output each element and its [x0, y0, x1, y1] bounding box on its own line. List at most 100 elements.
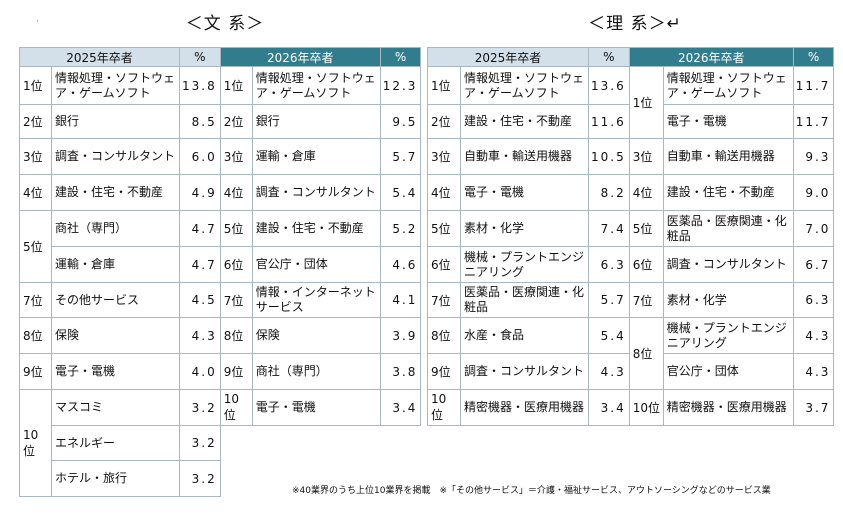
pct-cell: 5.4	[379, 174, 422, 211]
pct-cell: 4.7	[179, 246, 221, 283]
industry-cell: 建設・住宅・不動産	[251, 210, 381, 247]
industry-cell: マスコミ	[51, 389, 180, 426]
table-row: 1位 情報処理・ソフトウェア・ゲームソフト 13.6 1位 情報処理・ソフトウェ…	[427, 66, 835, 139]
header-2026: 2026年卒者	[219, 47, 381, 67]
industry-cell: 水産・食品	[460, 317, 589, 354]
table-row: 8位 水産・食品 5.4 8位 機械・プラントエンジニアリング 4.3	[427, 317, 835, 390]
pct-cell: 3.4	[588, 389, 630, 426]
pct-cell: 3.2	[179, 460, 221, 497]
table-row: 9位 電子・電機 4.0 9位 商社（専門） 3.8	[19, 353, 422, 390]
rank-cell: 5位	[19, 210, 52, 283]
table-row: 10位 精密機器・医療用機器 3.4 10位 精密機器・医療用機器 3.7	[427, 389, 835, 426]
rank-cell: 9位	[19, 353, 52, 390]
table-row: 4位 建設・住宅・不動産 4.9 4位 調査・コンサルタント 5.4	[19, 174, 422, 211]
table-row: エネルギー 3.2	[20, 425, 421, 461]
pct-cell: 7.4	[588, 210, 630, 247]
industry-cell: 精密機器・医療用機器	[460, 389, 589, 426]
industry-cell: 医薬品・医療関連・化粧品	[460, 282, 589, 318]
industry-cell: 情報処理・ソフトウェア・ゲームソフト	[51, 66, 180, 105]
industry-cell: 運輸・倉庫	[51, 246, 180, 283]
industry-cell: 自動車・輸送用機器	[662, 138, 794, 175]
rank-cell: 3位	[219, 138, 253, 175]
industry-cell: 商社（専門）	[251, 353, 381, 390]
empty-area	[220, 460, 421, 497]
industry-cell: 官公庁・団体	[662, 353, 794, 390]
rank-cell: 10位	[427, 389, 461, 426]
industry-cell: 素材・化学	[460, 210, 589, 247]
rank-cell: 8位	[219, 317, 253, 354]
rank-cell: 7位	[427, 282, 461, 318]
table-row: 5位 素材・化学 7.4 5位 医薬品・医療関連・化粧品 7.0	[427, 210, 835, 247]
rank-cell: 4位	[219, 174, 253, 211]
table-row: 5位 商社（専門） 4.7 5位 建設・住宅・不動産 5.2	[19, 210, 422, 283]
industry-cell: 情報処理・ソフトウェア・ゲームソフト	[662, 66, 794, 105]
pct-cell: 4.6	[379, 246, 422, 283]
rank-cell: 2位	[19, 104, 52, 139]
table-row: 2位 建設・住宅・不動産 11.6 電子・電機 11.7	[427, 104, 835, 139]
pct-cell: 13.6	[588, 66, 630, 105]
pct-cell: 4.3	[792, 317, 835, 354]
pct-cell: 3.4	[379, 389, 422, 426]
header-2025: 2025年卒者	[19, 47, 180, 67]
industry-cell: 建設・住宅・不動産	[662, 174, 794, 211]
industry-cell: 銀行	[251, 104, 381, 139]
industry-cell: 自動車・輸送用機器	[460, 138, 589, 175]
table-row: 6位 機械・プラントエンジニアリング 6.3 6位 調査・コンサルタント 6.7	[427, 246, 835, 283]
pct-cell: 5.2	[379, 210, 422, 247]
pct-cell: 4.5	[179, 282, 221, 318]
pct-cell: 12.3	[379, 66, 422, 105]
pct-cell: 6.7	[792, 246, 835, 283]
bunkei-ranking-table: 2025年卒者 % 2026年卒者 % 1位 情報処理・ソフトウェア・ゲームソフ…	[19, 47, 422, 497]
industry-cell: 電子・電機	[662, 104, 794, 139]
industry-cell: 機械・プラントエンジニアリング	[662, 317, 794, 354]
rikei-title: ＜理 系＞↵	[588, 14, 682, 34]
rank-cell: 9位	[219, 353, 253, 390]
rank-cell: 2位	[219, 104, 253, 139]
industry-cell: 精密機器・医療用機器	[662, 389, 794, 426]
pct-cell: 3.7	[792, 389, 835, 426]
table-row: 3位 調査・コンサルタント 6.0 3位 運輸・倉庫 5.7	[19, 138, 422, 175]
industry-cell: 官公庁・団体	[251, 246, 381, 283]
table-row: 10位 マスコミ 3.2 10位 電子・電機 3.4	[19, 389, 422, 497]
table-row: 1位 情報処理・ソフトウェア・ゲームソフト 13.8 1位 情報処理・ソフトウェ…	[19, 66, 422, 105]
rank-cell: 5位	[219, 210, 253, 247]
pct-cell: 4.0	[179, 353, 221, 390]
industry-cell: その他サービス	[51, 282, 180, 318]
pct-cell: 4.3	[792, 353, 835, 390]
pct-cell: 3.9	[379, 317, 422, 354]
industry-cell: 調査・コンサルタント	[460, 353, 589, 390]
header-pct: %	[179, 47, 221, 67]
rank-cell: 8位	[19, 317, 52, 354]
pct-cell: 9.3	[792, 138, 835, 175]
pct-cell: 13.8	[179, 66, 221, 105]
rank-cell: 3位	[19, 138, 52, 175]
rank-cell: 8位	[628, 317, 664, 390]
header-pct: %	[588, 47, 630, 67]
pct-cell: 11.7	[792, 104, 835, 139]
industry-cell: 保険	[51, 317, 180, 354]
rank-cell: 1位	[628, 66, 664, 139]
industry-cell: 機械・プラントエンジニアリング	[460, 246, 589, 283]
pct-cell: 4.9	[179, 174, 221, 211]
industry-cell: 運輸・倉庫	[251, 138, 381, 175]
rank-cell: 9位	[427, 353, 461, 390]
rank-cell: 10位	[628, 389, 664, 426]
table-row: 4位 電子・電機 8.2 4位 建設・住宅・不動産 9.0	[427, 174, 835, 211]
industry-cell: 情報処理・ソフトウェア・ゲームソフト	[460, 66, 589, 105]
pct-cell: 11.6	[588, 104, 630, 139]
table-row: 運輸・倉庫 4.7 6位 官公庁・団体 4.6	[20, 246, 422, 283]
table-row: ホテル・旅行 3.2	[20, 460, 421, 497]
pct-cell: 6.3	[588, 246, 630, 283]
rank-cell: 10位	[219, 389, 253, 426]
rank-cell: 6位	[219, 246, 253, 283]
pct-cell: 4.7	[179, 210, 221, 247]
rank-cell: 1位	[219, 66, 253, 105]
industry-cell: 医薬品・医療関連・化粧品	[662, 210, 794, 247]
rank-cell: 5位	[427, 210, 461, 247]
table-row: 7位 その他サービス 4.5 7位 情報・インターネットサービス 4.1	[19, 282, 422, 318]
rank-cell: 7位	[19, 282, 52, 318]
industry-cell: ホテル・旅行	[51, 460, 180, 497]
pct-cell: 4.3	[179, 317, 221, 354]
industry-cell: 建設・住宅・不動産	[51, 174, 180, 211]
rank-cell: 1位	[427, 66, 461, 105]
